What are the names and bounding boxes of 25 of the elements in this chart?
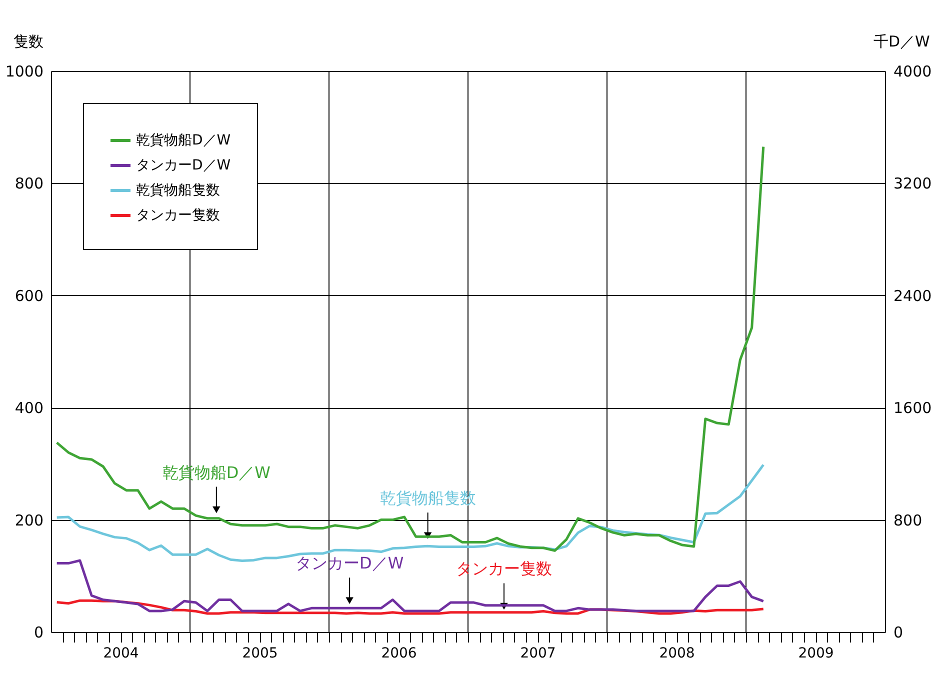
legend-label: 乾貨物船隻数 (136, 182, 220, 198)
legend-label: 乾貨物船D／W (136, 132, 231, 148)
y2-tick-label: 800 (894, 511, 922, 530)
x-tick-label: 2009 (798, 646, 834, 662)
y-axis-title: 隻数 (14, 32, 44, 50)
legend-label: タンカーD／W (136, 158, 231, 174)
x-tick-label: 2007 (520, 646, 556, 662)
y-tick-label: 800 (14, 174, 44, 193)
legend-label: タンカー隻数 (136, 208, 220, 224)
y2-tick-label: 0 (894, 624, 904, 642)
y-tick-label: 0 (34, 624, 44, 642)
y-tick-label: 200 (14, 511, 44, 530)
y2-tick-label: 4000 (894, 62, 932, 80)
x-tick-label: 2004 (103, 646, 139, 662)
y-tick-label: 600 (14, 286, 44, 305)
y2-tick-label: 2400 (894, 286, 932, 305)
x-tick-label: 2005 (242, 646, 278, 662)
y2-axis-title: 千D／W (874, 32, 930, 50)
y2-tick-label: 3200 (894, 174, 932, 193)
y2-tick-label: 1600 (894, 399, 932, 418)
y-tick-label: 400 (14, 399, 44, 418)
x-tick-label: 2008 (659, 646, 695, 662)
x-tick-label: 2006 (381, 646, 417, 662)
line-series (56, 145, 765, 552)
y-tick-label: 1000 (5, 62, 44, 80)
